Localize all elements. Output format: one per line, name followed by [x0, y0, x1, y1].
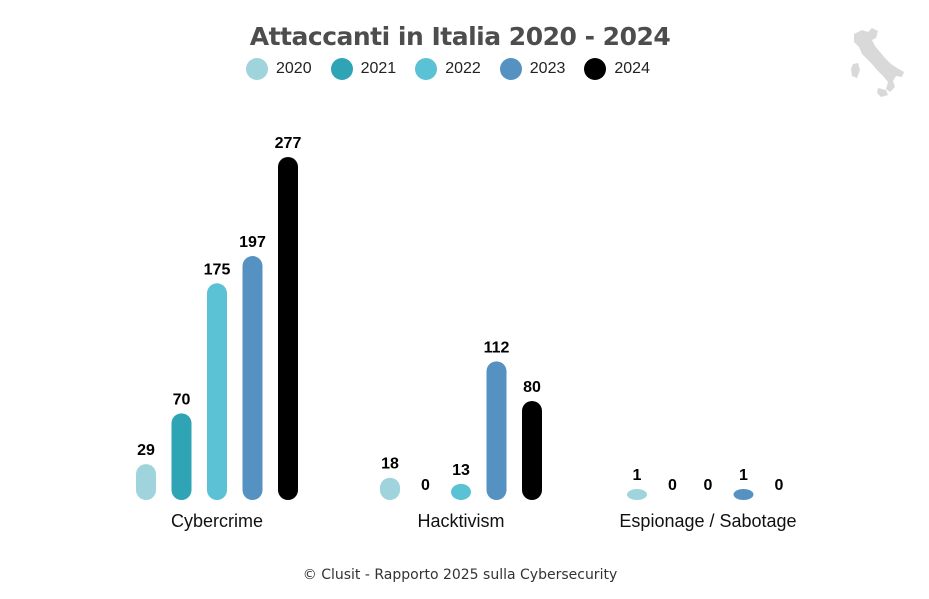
value-label-espionage-sabotage-2023: 1 [739, 467, 748, 484]
value-label-espionage-sabotage-2022: 0 [704, 477, 713, 494]
legend-item-2020: 2020 [246, 58, 312, 80]
bar-espionage-sabotage-2023 [733, 489, 754, 500]
value-label-hacktivism-2020: 18 [381, 456, 399, 473]
bar-cybercrime-2024 [278, 157, 298, 500]
bar-hacktivism-2024 [522, 400, 542, 500]
legend-label-2023: 2023 [529, 60, 566, 77]
bar-hacktivism-2023 [486, 361, 507, 500]
value-label-espionage-sabotage-2024: 0 [775, 477, 784, 494]
legend-swatch-2021 [330, 58, 353, 80]
bar-cybercrime-2021 [171, 413, 192, 500]
value-label-hacktivism-2023: 112 [484, 339, 510, 356]
value-label-hacktivism-2022: 13 [452, 462, 470, 479]
italy-map-icon [851, 28, 904, 97]
bar-hacktivism-2020 [380, 477, 400, 500]
value-labels-layer: 29 70 175 197 277 18 0 13 112 80 1 0 0 1 0 [137, 135, 783, 494]
bar-hacktivism-2022 [451, 483, 471, 500]
bar-cybercrime-2023 [242, 256, 263, 500]
legend-label-2024: 2024 [614, 60, 650, 77]
legend-label-2020: 2020 [276, 60, 312, 77]
category-label-cybercrime: Cybercrime [171, 511, 263, 531]
legend-item-2024: 2024 [584, 58, 650, 80]
legend-swatch-2023 [499, 58, 522, 80]
value-label-cybercrime-2023: 197 [239, 234, 266, 251]
bar-espionage-sabotage-2020 [627, 489, 647, 500]
category-label-hacktivism: Hacktivism [417, 511, 504, 531]
value-label-cybercrime-2021: 70 [173, 391, 191, 408]
chart-title: Attaccanti in Italia 2020 - 2024 [249, 22, 671, 51]
legend-swatch-2024 [584, 58, 607, 80]
bar-cybercrime-2020 [136, 464, 156, 500]
chart-legend: 2020 2021 2022 2023 2024 [246, 57, 669, 81]
bar-chart: 29 70 175 197 277 18 0 13 112 80 1 0 0 1 0 Cybercrime H… [136, 135, 797, 531]
legend-swatch-2020 [246, 58, 268, 80]
legend-label-2021: 2021 [360, 60, 397, 77]
legend-swatch-2022 [415, 58, 438, 80]
category-labels-layer: Cybercrime Hacktivism Espionage / Sabotage [171, 511, 797, 531]
value-label-cybercrime-2024: 277 [275, 135, 302, 152]
footer-credit: © Clusit - Rapporto 2025 sulla Cybersecu… [302, 567, 618, 583]
legend-item-2022: 2022 [415, 58, 481, 80]
legend-label-2022: 2022 [445, 60, 481, 77]
value-label-hacktivism-2021: 0 [421, 477, 430, 494]
value-label-espionage-sabotage-2021: 0 [668, 477, 677, 494]
bar-cybercrime-2022 [207, 283, 227, 500]
category-label-espionage-sabotage: Espionage / Sabotage [619, 511, 796, 531]
legend-item-2023: 2023 [499, 58, 566, 80]
value-label-hacktivism-2024: 80 [523, 379, 541, 396]
value-label-cybercrime-2020: 29 [137, 442, 155, 459]
bars-layer [136, 157, 754, 500]
legend-item-2021: 2021 [330, 58, 397, 80]
value-label-cybercrime-2022: 175 [204, 261, 231, 278]
value-label-espionage-sabotage-2020: 1 [633, 467, 642, 484]
